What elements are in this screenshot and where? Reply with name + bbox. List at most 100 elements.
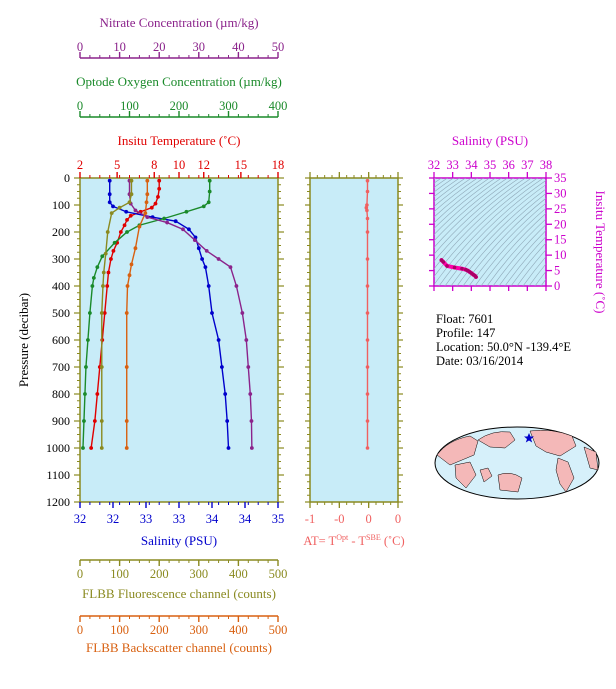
salinity-tick-label: 33 xyxy=(173,512,186,526)
backscatter-point xyxy=(125,284,130,288)
fluorescence-point xyxy=(99,311,104,315)
nitrate-point xyxy=(216,257,221,261)
pressure-tick-label: 200 xyxy=(52,225,70,239)
backscatter-point xyxy=(137,224,142,229)
pressure-tick-label: 1100 xyxy=(46,468,70,482)
pressure-tick-label: 800 xyxy=(52,387,70,401)
density-isoline xyxy=(444,184,546,286)
pressure-tick-label: 300 xyxy=(52,252,70,266)
backscatter-tick-label: 500 xyxy=(269,623,288,637)
nitrate-point xyxy=(165,220,170,225)
delta-axis-label: AT= TOpt - TSBE (˚C) xyxy=(303,533,404,548)
ts-salinity-tick-label: 37 xyxy=(521,158,534,172)
float-location-marker xyxy=(524,433,534,443)
delta-label-part: (˚C) xyxy=(381,534,405,548)
backscatter-axis-label: FLBB Backscatter channel (counts) xyxy=(86,640,272,655)
fluorescence-point xyxy=(103,251,108,256)
density-isoline xyxy=(450,188,546,286)
fluorescence-point xyxy=(101,284,105,288)
nitrate-axis-label: Nitrate Concentration (µm/kg) xyxy=(99,15,258,30)
delta-point xyxy=(365,216,370,221)
salinity-point xyxy=(124,209,129,214)
temperature-point xyxy=(118,230,123,234)
density-isoline xyxy=(486,218,546,286)
oxygen-tick-label: 400 xyxy=(269,99,288,113)
ts-salinity-tick-label: 34 xyxy=(465,158,478,172)
density-isoline xyxy=(434,178,497,229)
map-landmass xyxy=(497,472,523,493)
temperature-point xyxy=(92,419,97,423)
nitrate-point xyxy=(244,338,249,342)
temperature-point xyxy=(122,223,127,228)
density-isoline xyxy=(534,270,546,286)
oxygen-point xyxy=(81,446,85,450)
delta-label-superscript: Opt xyxy=(336,533,349,542)
oxygen-point xyxy=(90,284,95,288)
salinity-point xyxy=(111,204,115,209)
density-isoline xyxy=(498,230,546,286)
density-isoline xyxy=(570,158,616,296)
fluorescence-point xyxy=(105,230,110,234)
temperature-point xyxy=(109,257,113,261)
pressure-tick-label: 700 xyxy=(52,360,70,374)
backscatter-point xyxy=(145,178,150,183)
fluorescence-axis-label: FLBB Fluorescence channel (counts) xyxy=(82,586,276,601)
oxygen-point xyxy=(95,265,100,269)
nitrate-tick-label: 50 xyxy=(272,40,285,54)
backscatter-point xyxy=(124,311,129,315)
salinity-point xyxy=(173,219,178,224)
density-isoline xyxy=(434,178,491,224)
ts-title: Salinity (PSU) xyxy=(452,133,528,148)
fluorescence-tick-label: 200 xyxy=(150,567,169,581)
density-isoline xyxy=(434,178,539,278)
density-isoline xyxy=(438,180,546,286)
temperature-tick-label: 5 xyxy=(114,158,120,172)
salinity-point xyxy=(203,265,208,269)
ts-temp-tick-label: 0 xyxy=(554,279,560,293)
salinity-tick-label: 34 xyxy=(239,512,252,526)
delta-label-superscript: SBE xyxy=(366,533,381,542)
salinity-tick-label: 33 xyxy=(140,512,153,526)
salinity-point xyxy=(196,246,201,251)
density-isoline xyxy=(480,213,546,286)
ts-salinity-tick-label: 35 xyxy=(484,158,497,172)
temperature-tick-label: 12 xyxy=(198,158,211,172)
nitrate-tick-label: 10 xyxy=(113,40,126,54)
plot-area xyxy=(79,177,279,503)
salinity-point xyxy=(187,227,191,232)
nitrate-point xyxy=(234,284,239,288)
oxygen-point xyxy=(88,311,92,315)
temperature-point xyxy=(153,201,158,206)
ts-salinity-tick-label: 36 xyxy=(502,158,515,172)
delta-tick-label: -1 xyxy=(305,512,315,526)
nitrate-point xyxy=(204,249,209,253)
density-isoline xyxy=(510,242,546,286)
map-landmass xyxy=(479,467,493,483)
ts-point xyxy=(460,266,464,271)
temperature-tick-label: 10 xyxy=(173,158,186,172)
fluorescence-tick-label: 400 xyxy=(229,567,248,581)
ts-salinity-tick-label: 33 xyxy=(446,158,459,172)
oxygen-point xyxy=(125,230,129,234)
ts-salinity-tick-label: 32 xyxy=(428,158,441,172)
map-landmass xyxy=(436,435,479,466)
salinity-point xyxy=(220,365,224,369)
nitrate-tick-label: 0 xyxy=(77,40,83,54)
salinity-point xyxy=(200,257,205,261)
ts-temp-tick-label: 15 xyxy=(554,233,567,247)
delta-point xyxy=(364,205,369,210)
density-isoline xyxy=(434,178,515,248)
density-isoline xyxy=(474,207,546,286)
oxygen-tick-label: 0 xyxy=(77,99,83,113)
density-isoline xyxy=(504,236,546,286)
ts-salinity-tick-label: 38 xyxy=(540,158,553,172)
oxygen-point xyxy=(162,216,167,221)
fluorescence-point xyxy=(127,200,132,205)
nitrate-tick-label: 40 xyxy=(232,40,245,54)
temperature-point xyxy=(157,186,162,191)
density-isoline xyxy=(456,193,546,286)
fluorescence-tick-label: 500 xyxy=(269,567,288,581)
oxygen-point xyxy=(82,419,86,423)
temperature-point xyxy=(89,446,94,450)
density-isolines xyxy=(434,158,616,296)
